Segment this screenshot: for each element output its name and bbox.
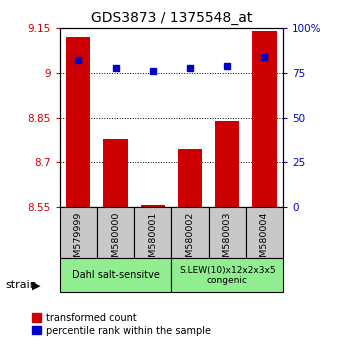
- Text: GSM580000: GSM580000: [111, 211, 120, 269]
- Bar: [252, 31, 277, 207]
- Text: GSM580003: GSM580003: [223, 211, 232, 269]
- Bar: [60, 258, 172, 292]
- Bar: [134, 207, 172, 258]
- Title: GDS3873 / 1375548_at: GDS3873 / 1375548_at: [91, 11, 252, 24]
- Legend: transformed count, percentile rank within the sample: transformed count, percentile rank withi…: [32, 313, 211, 336]
- Text: GSM579999: GSM579999: [74, 211, 83, 269]
- Bar: [178, 149, 202, 207]
- Bar: [140, 205, 165, 207]
- Text: Dahl salt-sensitve: Dahl salt-sensitve: [72, 270, 160, 280]
- Bar: [66, 37, 90, 207]
- Bar: [215, 121, 239, 207]
- Bar: [97, 207, 134, 258]
- Text: GSM580001: GSM580001: [148, 211, 157, 269]
- Text: strain: strain: [5, 280, 37, 290]
- Bar: [172, 207, 209, 258]
- Text: GSM580004: GSM580004: [260, 211, 269, 269]
- Bar: [246, 207, 283, 258]
- Text: ▶: ▶: [32, 281, 40, 291]
- Bar: [172, 258, 283, 292]
- Text: S.LEW(10)x12x2x3x5
congenic: S.LEW(10)x12x2x3x5 congenic: [179, 266, 276, 285]
- Bar: [60, 207, 97, 258]
- Bar: [209, 207, 246, 258]
- Text: GSM580002: GSM580002: [186, 211, 194, 269]
- Bar: [103, 138, 128, 207]
